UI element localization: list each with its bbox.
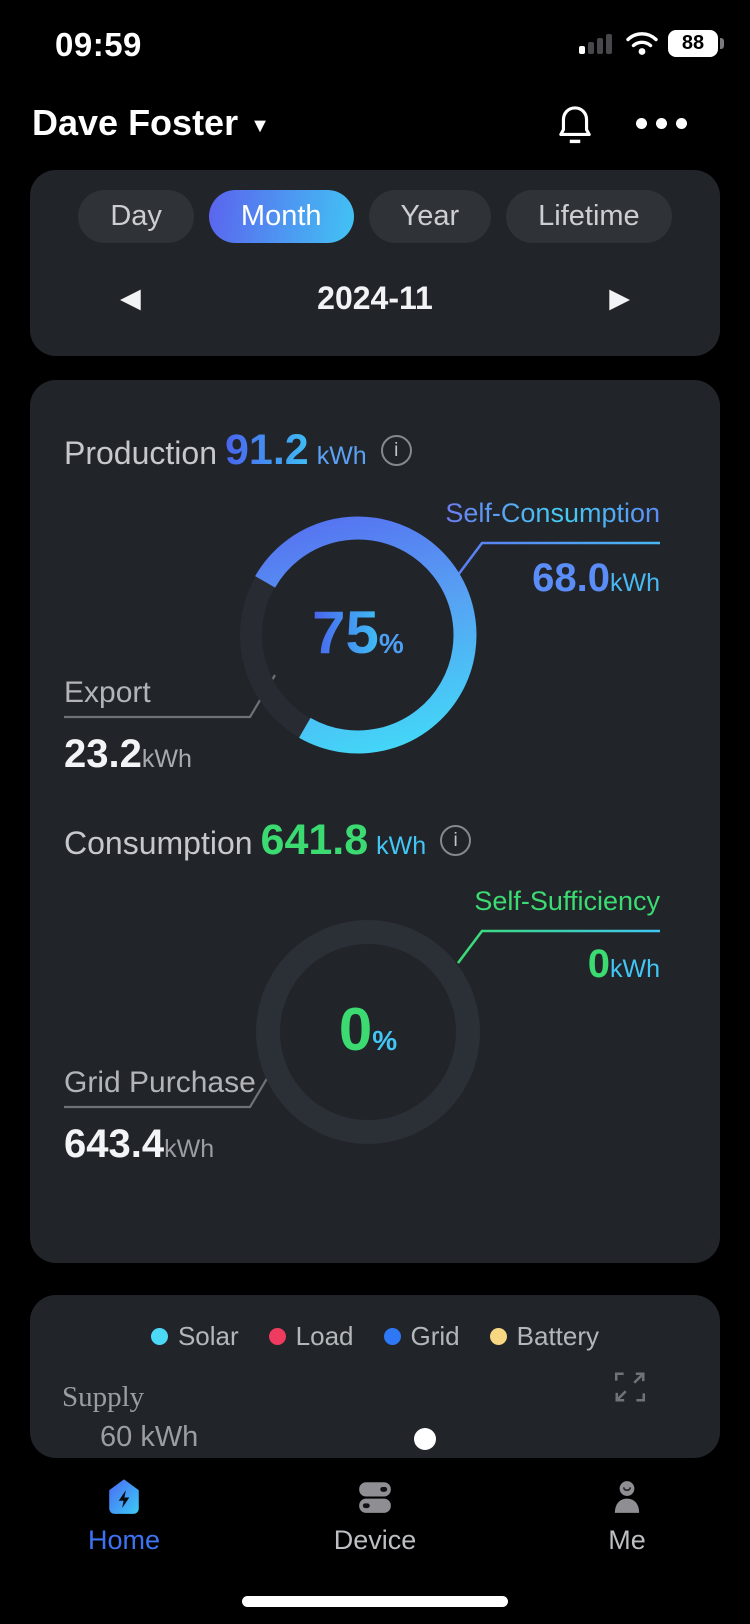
production-value: 91.2 — [224, 426, 309, 474]
consumption-unit: kWh — [376, 832, 427, 860]
info-icon[interactable]: i — [440, 825, 472, 856]
bell-icon — [559, 106, 591, 144]
consumption-percent: 0 % — [338, 996, 398, 1063]
grid-purchase-value: 643.4 kWh — [64, 1122, 215, 1166]
battery-icon: 88 — [668, 30, 724, 57]
self-sufficiency-label: Self-Sufficiency — [474, 886, 660, 916]
tab-day[interactable]: Day — [78, 190, 194, 243]
axis-tick-label: 60 kWh — [100, 1421, 199, 1453]
cellular-signal-icon — [579, 33, 612, 54]
nav-home[interactable]: Home — [44, 1478, 204, 1556]
info-icon[interactable]: i — [380, 435, 412, 466]
load-dot-icon — [268, 1328, 286, 1345]
self-consumption-label: Self-Consumption — [445, 498, 660, 528]
date-navigator: ◀ 2024-11 ▶ — [120, 266, 630, 330]
export-label: Export — [64, 676, 151, 709]
selected-date: 2024-11 — [317, 279, 433, 316]
status-time: 09:59 — [55, 26, 142, 63]
grid-purchase-label: Grid Purchase — [64, 1066, 256, 1099]
axis-name: Supply — [62, 1381, 145, 1413]
energy-chart-card: Solar Load Grid Battery Supply — [30, 1295, 720, 1458]
tab-month[interactable]: Month — [208, 190, 354, 243]
caret-down-icon: ▼ — [250, 114, 270, 137]
home-indicator[interactable] — [242, 1596, 508, 1607]
legend-item-battery[interactable]: Battery — [489, 1321, 599, 1352]
production-label: Production — [64, 435, 217, 471]
consumption-value: 641.8 — [260, 816, 369, 864]
self-consumption-value: 68.0 kWh — [532, 556, 660, 600]
nav-me[interactable]: Me — [547, 1478, 707, 1556]
legend-item-load[interactable]: Load — [268, 1321, 354, 1352]
fullscreen-button[interactable] — [612, 1369, 648, 1405]
consumption-label: Consumption — [64, 825, 253, 861]
device-icon — [359, 1482, 391, 1513]
wifi-icon — [626, 32, 658, 55]
status-icons: 88 — [578, 30, 724, 57]
battery-dot-icon — [489, 1328, 507, 1345]
period-tabs: Day Month Year Lifetime — [30, 190, 720, 243]
home-icon — [109, 1479, 139, 1514]
me-icon — [614, 1481, 640, 1513]
nav-device[interactable]: Device — [295, 1478, 455, 1556]
tab-lifetime[interactable]: Lifetime — [506, 190, 672, 243]
notifications-button[interactable] — [554, 102, 596, 148]
production-header: Production 91.2 kWh i — [64, 426, 412, 475]
user-name: Dave Foster — [32, 102, 239, 143]
solar-dot-icon — [150, 1328, 168, 1345]
battery-level: 88 — [681, 32, 705, 54]
production-unit: kWh — [316, 442, 367, 470]
stats-card: Production 91.2 kWh i — [30, 380, 720, 1263]
chevron-left-icon[interactable]: ◀ — [120, 282, 141, 313]
legend-item-grid[interactable]: Grid — [383, 1321, 460, 1352]
production-percent: 75 % — [312, 599, 404, 666]
consumption-donut-chart — [256, 920, 480, 1144]
tab-year[interactable]: Year — [368, 190, 492, 243]
chart-point[interactable] — [414, 1428, 436, 1450]
consumption-header: Consumption 641.8 kWh i — [64, 816, 472, 865]
period-card: Day Month Year Lifetime ◀ 2024-11 ▶ — [30, 170, 720, 356]
production-donut-chart — [239, 516, 477, 754]
chevron-right-icon[interactable]: ▶ — [609, 282, 630, 313]
expand-icon — [614, 1372, 646, 1402]
more-icon — [636, 118, 647, 129]
account-selector[interactable]: Dave Foster ▼ — [32, 102, 270, 144]
legend-item-solar[interactable]: Solar — [150, 1321, 239, 1352]
export-value: 23.2 kWh — [64, 732, 192, 776]
self-sufficiency-value: 0 kWh — [587, 942, 660, 986]
chart-legend: Solar Load Grid Battery — [30, 1321, 720, 1352]
more-menu-button[interactable] — [636, 118, 687, 129]
grid-dot-icon — [383, 1328, 401, 1345]
